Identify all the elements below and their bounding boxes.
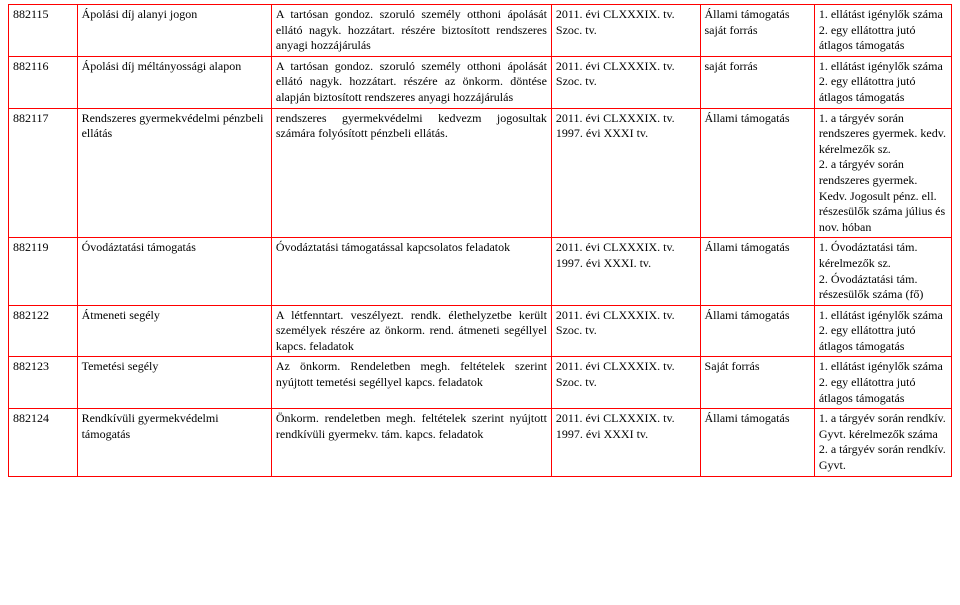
document-page: 882115 Ápolási díj alanyi jogon A tartós…: [0, 0, 960, 605]
cell-code: 882116: [9, 56, 78, 108]
cell-law: 2011. évi CLXXXIX. tv.Szoc. tv.: [551, 305, 700, 357]
cell-desc: Önkorm. rendeletben megh. feltételek sze…: [271, 409, 551, 476]
table-row: 882124 Rendkívüli gyermekvédelmi támogat…: [9, 409, 952, 476]
cell-fund: Állami támogatás: [700, 305, 814, 357]
cell-code: 882122: [9, 305, 78, 357]
cell-law: 2011. évi CLXXXIX. tv.Szoc. tv.: [551, 56, 700, 108]
table-row: 882117 Rendszeres gyermekvédelmi pénzbel…: [9, 108, 952, 238]
cell-law: 2011. évi CLXXXIX. tv.Szoc. tv.: [551, 357, 700, 409]
table-row: 882123 Temetési segély Az önkorm. Rendel…: [9, 357, 952, 409]
cell-ind: 1. Óvodáztatási tám. kérelmezők sz.2. Óv…: [814, 238, 951, 305]
cell-ind: 1. ellátást igénylők száma2. egy ellátot…: [814, 305, 951, 357]
table-row: 882115 Ápolási díj alanyi jogon A tartós…: [9, 5, 952, 57]
cell-fund: Állami támogatás: [700, 238, 814, 305]
support-table: 882115 Ápolási díj alanyi jogon A tartós…: [8, 4, 952, 477]
cell-desc: Óvodáztatási támogatással kapcsolatos fe…: [271, 238, 551, 305]
cell-name: Rendkívüli gyermekvédelmi támogatás: [77, 409, 271, 476]
cell-code: 882124: [9, 409, 78, 476]
cell-code: 882123: [9, 357, 78, 409]
cell-code: 882115: [9, 5, 78, 57]
cell-fund: saját forrás: [700, 56, 814, 108]
table-row: 882116 Ápolási díj méltányossági alapon …: [9, 56, 952, 108]
cell-desc: rendszeres gyermekvédelmi kedvezm jogosu…: [271, 108, 551, 238]
cell-fund: Állami támogatás: [700, 409, 814, 476]
cell-code: 882119: [9, 238, 78, 305]
cell-code: 882117: [9, 108, 78, 238]
cell-desc: A tartósan gondoz. szoruló személy ottho…: [271, 56, 551, 108]
cell-ind: 1. a tárgyév során rendkív. Gyvt. kérelm…: [814, 409, 951, 476]
table-body: 882115 Ápolási díj alanyi jogon A tartós…: [9, 5, 952, 477]
cell-ind: 1. ellátást igénylők száma2. egy ellátot…: [814, 56, 951, 108]
cell-desc: A létfenntart. veszélyezt. rendk. élethe…: [271, 305, 551, 357]
cell-desc: Az önkorm. Rendeletben megh. feltételek …: [271, 357, 551, 409]
table-row: 882122 Átmeneti segély A létfenntart. ve…: [9, 305, 952, 357]
cell-name: Rendszeres gyermekvédelmi pénzbeli ellát…: [77, 108, 271, 238]
cell-name: Ápolási díj alanyi jogon: [77, 5, 271, 57]
cell-law: 2011. évi CLXXXIX. tv.Szoc. tv.: [551, 5, 700, 57]
cell-law: 2011. évi CLXXXIX. tv.1997. évi XXXI. tv…: [551, 238, 700, 305]
cell-name: Ápolási díj méltányossági alapon: [77, 56, 271, 108]
cell-law: 2011. évi CLXXXIX. tv.1997. évi XXXI tv.: [551, 409, 700, 476]
cell-fund: Állami támogatássaját forrás: [700, 5, 814, 57]
cell-name: Átmeneti segély: [77, 305, 271, 357]
cell-fund: Saját forrás: [700, 357, 814, 409]
cell-ind: 1. ellátást igénylők száma2. egy ellátot…: [814, 5, 951, 57]
cell-name: Óvodáztatási támogatás: [77, 238, 271, 305]
table-row: 882119 Óvodáztatási támogatás Óvodáztatá…: [9, 238, 952, 305]
cell-ind: 1. ellátást igénylők száma2. egy ellátot…: [814, 357, 951, 409]
cell-law: 2011. évi CLXXXIX. tv.1997. évi XXXI tv.: [551, 108, 700, 238]
cell-ind: 1. a tárgyév során rendszeres gyermek. k…: [814, 108, 951, 238]
cell-name: Temetési segély: [77, 357, 271, 409]
cell-fund: Állami támogatás: [700, 108, 814, 238]
cell-desc: A tartósan gondoz. szoruló személy ottho…: [271, 5, 551, 57]
